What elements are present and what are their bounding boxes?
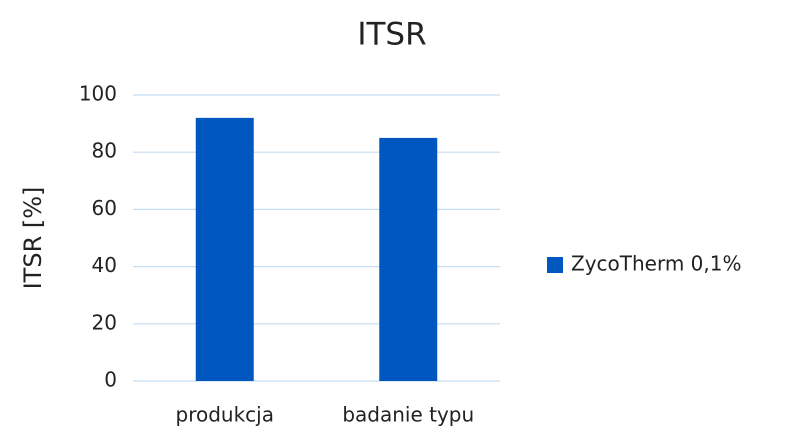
y-axis-label: ITSR [%]	[19, 187, 47, 290]
legend-swatch	[547, 257, 563, 273]
legend-label: ZycoTherm 0,1%	[571, 252, 742, 276]
bar	[195, 117, 254, 381]
chart-title: ITSR	[357, 17, 426, 53]
y-tick-label: 60	[92, 196, 117, 220]
y-tick-label: 40	[92, 253, 117, 277]
x-tick-label: produkcja	[176, 403, 274, 427]
y-tick-label: 0	[104, 368, 117, 392]
bar	[379, 137, 438, 381]
y-tick-label: 100	[79, 82, 117, 106]
x-tick-label: badanie typu	[342, 403, 474, 427]
y-tick-label: 20	[92, 310, 117, 334]
y-tick-label: 80	[92, 139, 117, 163]
